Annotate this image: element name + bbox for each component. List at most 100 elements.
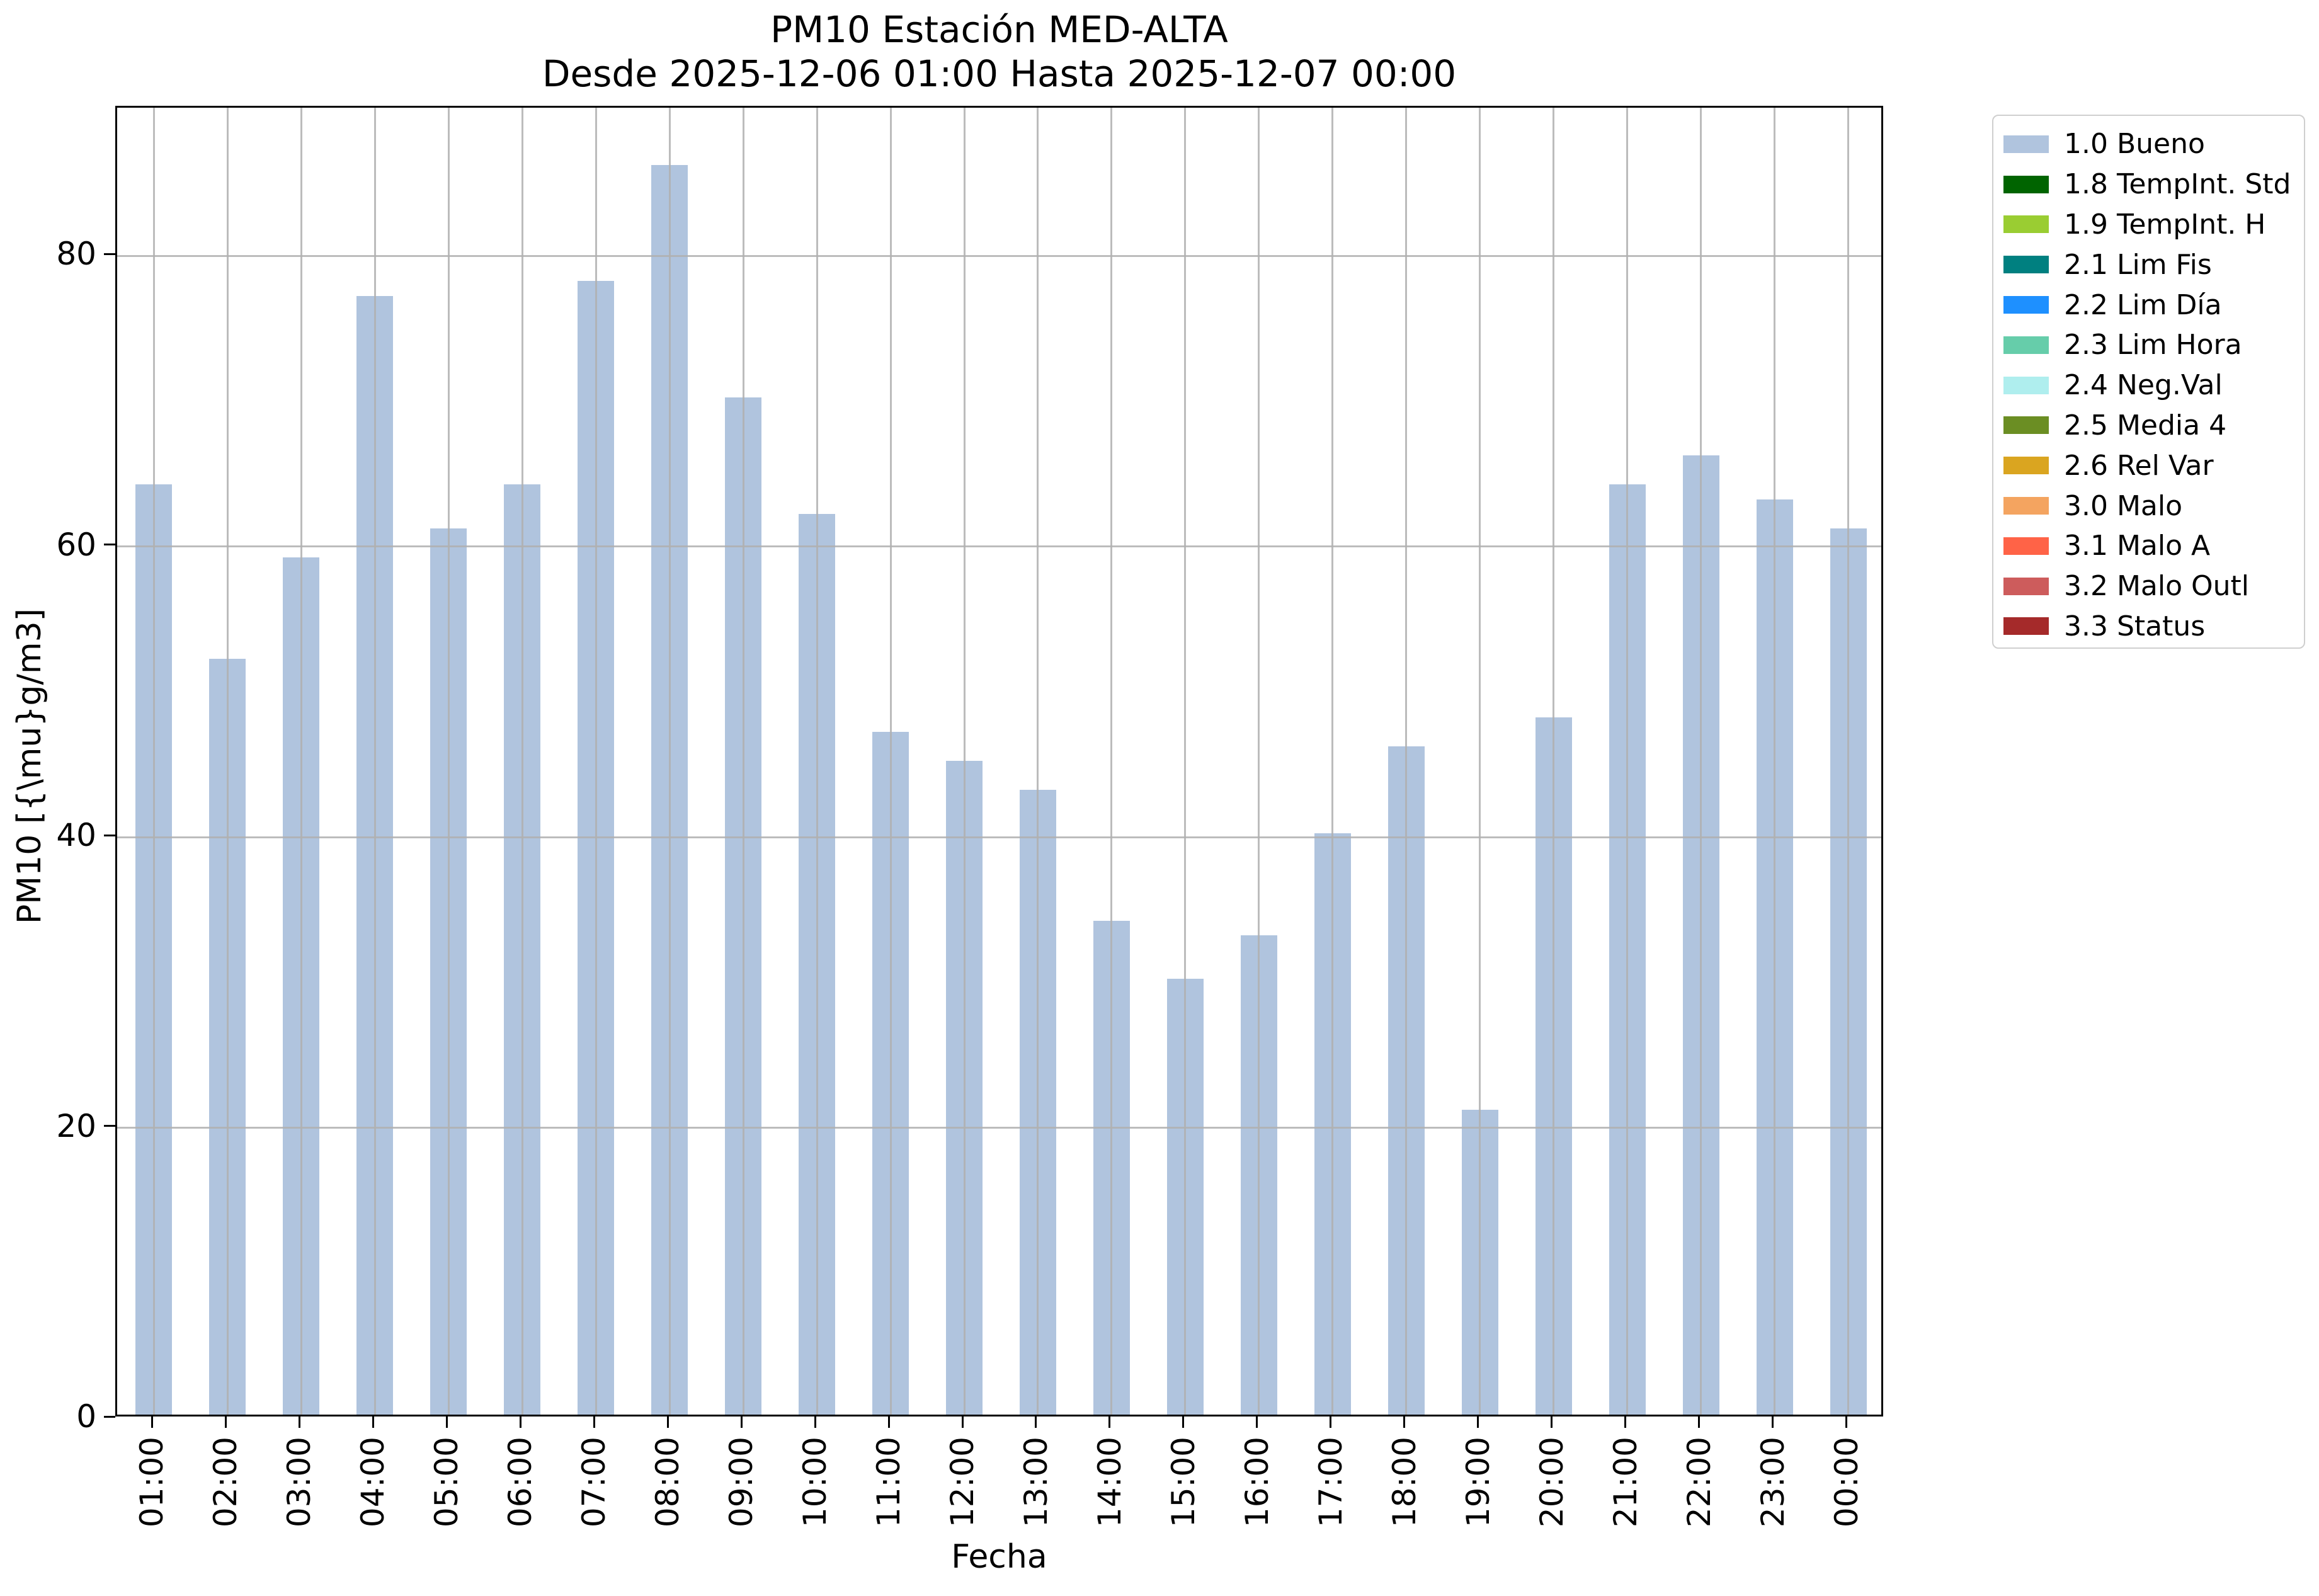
bars-layer	[117, 108, 1881, 1415]
x-tick-label: 01:00	[134, 1437, 171, 1528]
y-tick-label: 0	[76, 1398, 96, 1435]
x-tick-label: 03:00	[281, 1437, 318, 1528]
x-tick-label: 09:00	[723, 1437, 760, 1528]
chart-subtitle: Desde 2025-12-06 01:00 Hasta 2025-12-07 …	[542, 52, 1457, 95]
legend-item: 1.8 TempInt. Std	[2003, 164, 2304, 205]
bar-11:00	[872, 731, 909, 1415]
x-tick-mark	[1403, 1416, 1406, 1428]
bar-20:00	[1535, 717, 1572, 1415]
bar-23:00	[1756, 499, 1793, 1415]
bar-16:00	[1240, 935, 1277, 1415]
x-tick-label: 18:00	[1386, 1437, 1423, 1528]
legend-swatch	[2003, 537, 2049, 555]
x-tick-label: 20:00	[1533, 1437, 1570, 1528]
y-tick-label: 20	[56, 1107, 96, 1144]
legend-swatch	[2003, 577, 2049, 595]
x-tick-mark	[1624, 1416, 1627, 1428]
legend-label: 1.9 TempInt. H	[2064, 208, 2266, 241]
x-tick-mark	[1477, 1416, 1479, 1428]
x-tick-label: 21:00	[1607, 1437, 1644, 1528]
legend-item: 2.3 Lim Hora	[2003, 325, 2304, 365]
plot-area	[115, 106, 1883, 1416]
x-tick-mark	[814, 1416, 816, 1428]
chart-title: PM10 Estación MED-ALTA	[770, 8, 1228, 51]
x-tick-mark	[1108, 1416, 1111, 1428]
legend-label: 3.0 Malo	[2064, 489, 2183, 522]
legend-swatch	[2003, 336, 2049, 354]
x-tick-label: 06:00	[502, 1437, 539, 1528]
x-tick-label: 11:00	[870, 1437, 908, 1528]
legend-item: 2.2 Lim Día	[2003, 285, 2304, 325]
x-tick-label: 13:00	[1017, 1437, 1054, 1528]
legend-label: 2.2 Lim Día	[2064, 288, 2222, 321]
x-tick-label: 14:00	[1091, 1437, 1128, 1528]
x-tick-label: 08:00	[649, 1437, 687, 1528]
x-tick-label: 02:00	[207, 1437, 244, 1528]
y-tick-mark	[104, 834, 115, 836]
x-tick-mark	[1845, 1416, 1848, 1428]
legend-swatch	[2003, 497, 2049, 515]
y-tick-mark	[104, 253, 115, 255]
bar-10:00	[799, 513, 836, 1415]
legend-swatch	[2003, 256, 2049, 274]
x-tick-mark	[666, 1416, 669, 1428]
x-tick-mark	[151, 1416, 153, 1428]
x-tick-label: 19:00	[1459, 1437, 1496, 1528]
x-tick-label: 05:00	[428, 1437, 465, 1528]
legend-item: 1.0 Bueno	[2003, 124, 2304, 164]
bar-00:00	[1830, 528, 1867, 1415]
x-tick-mark	[445, 1416, 448, 1428]
legend-label: 3.1 Malo A	[2064, 530, 2211, 562]
legend-item: 2.5 Media 4	[2003, 406, 2304, 446]
x-tick-mark	[887, 1416, 890, 1428]
y-tick-mark	[104, 1415, 115, 1418]
x-tick-mark	[1551, 1416, 1553, 1428]
bar-04:00	[356, 295, 394, 1415]
legend-item: 1.9 TempInt. H	[2003, 205, 2304, 245]
x-tick-label: 10:00	[797, 1437, 834, 1528]
x-tick-label: 04:00	[355, 1437, 392, 1528]
legend-swatch	[2003, 416, 2049, 435]
y-tick-label: 40	[56, 817, 96, 854]
x-tick-label: 12:00	[944, 1437, 981, 1528]
x-tick-mark	[298, 1416, 300, 1428]
x-tick-mark	[1256, 1416, 1258, 1428]
legend-label: 3.3 Status	[2064, 610, 2206, 642]
legend-item: 3.1 Malo A	[2003, 526, 2304, 566]
legend-swatch	[2003, 296, 2049, 314]
bar-09:00	[725, 397, 762, 1415]
x-tick-mark	[1330, 1416, 1332, 1428]
bar-02:00	[209, 659, 246, 1415]
y-tick-mark	[104, 1125, 115, 1127]
bar-15:00	[1166, 978, 1204, 1415]
legend: 1.0 Bueno 1.8 TempInt. Std 1.9 TempInt. H 2…	[1992, 115, 2305, 649]
x-tick-mark	[961, 1416, 964, 1428]
x-tick-mark	[1182, 1416, 1185, 1428]
legend-label: 2.5 Media 4	[2064, 409, 2227, 442]
x-tick-mark	[224, 1416, 227, 1428]
bar-03:00	[283, 557, 320, 1415]
x-tick-mark	[740, 1416, 743, 1428]
y-axis-label: PM10 [{\mu}g/m3]	[11, 608, 48, 925]
legend-item: 3.3 Status	[2003, 607, 2304, 647]
legend-swatch	[2003, 175, 2049, 193]
x-tick-label: 00:00	[1828, 1437, 1865, 1528]
x-tick-label: 23:00	[1754, 1437, 1791, 1528]
x-tick-label: 22:00	[1680, 1437, 1718, 1528]
x-tick-mark	[1035, 1416, 1037, 1428]
legend-swatch	[2003, 617, 2049, 636]
x-tick-label: 07:00	[576, 1437, 613, 1528]
legend-swatch	[2003, 457, 2049, 475]
bar-18:00	[1387, 746, 1425, 1415]
x-axis-label: Fecha	[951, 1538, 1047, 1576]
y-tick-label: 80	[56, 236, 96, 273]
legend-item: 2.6 Rel Var	[2003, 445, 2304, 486]
bar-05:00	[430, 528, 467, 1415]
x-tick-label: 16:00	[1238, 1437, 1275, 1528]
x-tick-mark	[519, 1416, 521, 1428]
legend-item: 2.1 Lim Fis	[2003, 244, 2304, 285]
y-tick-label: 60	[56, 526, 96, 563]
bar-14:00	[1093, 920, 1130, 1415]
legend-swatch	[2003, 135, 2049, 153]
